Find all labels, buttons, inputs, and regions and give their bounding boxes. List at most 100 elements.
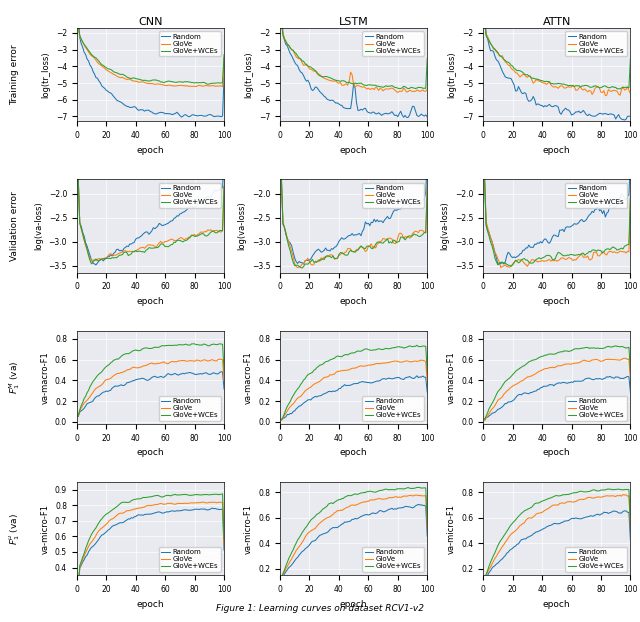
GloVe+WCEs bbox=[424, 184, 431, 192]
Random bbox=[556, 520, 564, 527]
Line: GloVe: GloVe bbox=[484, 494, 630, 583]
GloVe bbox=[108, 373, 116, 381]
GloVe bbox=[619, 491, 627, 498]
Random bbox=[412, 373, 419, 381]
GloVe+WCEs bbox=[627, 55, 634, 62]
Random bbox=[305, 396, 313, 404]
Random bbox=[621, 116, 628, 124]
GloVe+WCEs bbox=[616, 486, 624, 493]
Random bbox=[150, 373, 157, 381]
GloVe bbox=[568, 498, 575, 506]
GloVe+WCEs bbox=[509, 62, 516, 70]
Line: GloVe: GloVe bbox=[78, 180, 224, 261]
GloVe+WCEs bbox=[305, 518, 313, 526]
GloVe bbox=[627, 90, 634, 97]
GloVe bbox=[151, 243, 159, 250]
Random bbox=[353, 379, 360, 387]
Legend: Random, GloVe, GloVe+WCEs: Random, GloVe, GloVe+WCEs bbox=[159, 183, 221, 208]
GloVe bbox=[568, 83, 575, 91]
Random bbox=[412, 502, 419, 509]
GloVe+WCEs bbox=[365, 346, 372, 353]
Random bbox=[213, 370, 221, 378]
GloVe bbox=[110, 252, 118, 259]
X-axis label: epoch: epoch bbox=[543, 600, 571, 609]
Random bbox=[214, 186, 222, 193]
Line: Random: Random bbox=[78, 157, 224, 265]
Random bbox=[161, 373, 169, 380]
Line: GloVe: GloVe bbox=[282, 495, 428, 582]
GloVe+WCEs bbox=[413, 85, 420, 92]
Random bbox=[92, 261, 100, 269]
GloVe bbox=[481, 580, 488, 587]
Random bbox=[515, 83, 522, 90]
GloVe bbox=[353, 501, 360, 508]
GloVe bbox=[509, 383, 516, 390]
GloVe+WCEs bbox=[621, 84, 628, 91]
GloVe+WCEs bbox=[110, 254, 118, 262]
Random bbox=[413, 372, 420, 379]
GloVe+WCEs bbox=[568, 490, 575, 497]
Random bbox=[354, 230, 362, 238]
Random bbox=[278, 11, 285, 19]
X-axis label: epoch: epoch bbox=[340, 448, 367, 457]
Random bbox=[417, 501, 425, 509]
GloVe+WCEs bbox=[312, 67, 319, 75]
GloVe bbox=[424, 525, 431, 532]
Random bbox=[424, 532, 431, 540]
Legend: Random, GloVe, GloVe+WCEs: Random, GloVe, GloVe+WCEs bbox=[362, 547, 424, 572]
GloVe bbox=[278, 11, 285, 19]
GloVe+WCEs bbox=[612, 342, 620, 350]
Random bbox=[305, 80, 313, 87]
GloVe+WCEs bbox=[220, 183, 228, 190]
GloVe bbox=[417, 226, 425, 234]
Random bbox=[606, 373, 614, 380]
GloVe bbox=[104, 253, 111, 260]
GloVe+WCEs bbox=[74, 585, 82, 592]
Random bbox=[161, 110, 169, 118]
Random bbox=[110, 249, 118, 257]
Random bbox=[163, 220, 170, 228]
GloVe bbox=[627, 376, 634, 384]
Random bbox=[568, 111, 575, 119]
GloVe+WCEs bbox=[627, 521, 634, 528]
GloVe+WCEs bbox=[481, 579, 488, 587]
Random bbox=[413, 112, 420, 119]
GloVe+WCEs bbox=[621, 243, 628, 250]
Random bbox=[220, 546, 228, 554]
Random bbox=[108, 384, 116, 392]
GloVe+WCEs bbox=[161, 342, 169, 350]
GloVe+WCEs bbox=[415, 484, 422, 491]
GloVe bbox=[278, 578, 285, 586]
GloVe bbox=[108, 70, 116, 77]
Random bbox=[108, 522, 116, 530]
Random bbox=[615, 509, 623, 517]
GloVe+WCEs bbox=[102, 363, 110, 370]
GloVe+WCEs bbox=[616, 245, 624, 253]
GloVe+WCEs bbox=[102, 64, 110, 72]
GloVe bbox=[150, 80, 157, 88]
Random bbox=[210, 188, 218, 196]
GloVe+WCEs bbox=[413, 341, 420, 349]
Line: GloVe+WCEs: GloVe+WCEs bbox=[282, 488, 428, 582]
GloVe+WCEs bbox=[627, 191, 634, 198]
Random bbox=[481, 11, 488, 19]
Line: Random: Random bbox=[484, 162, 630, 264]
Random bbox=[312, 537, 319, 544]
Y-axis label: log(va-loss): log(va-loss) bbox=[34, 202, 43, 251]
GloVe bbox=[278, 417, 285, 424]
Legend: Random, GloVe, GloVe+WCEs: Random, GloVe, GloVe+WCEs bbox=[565, 396, 627, 420]
Random bbox=[220, 154, 228, 161]
GloVe bbox=[481, 176, 488, 183]
GloVe+WCEs bbox=[556, 348, 564, 356]
Line: Random: Random bbox=[282, 376, 428, 420]
Random bbox=[615, 111, 623, 118]
GloVe bbox=[621, 86, 628, 94]
GloVe bbox=[209, 82, 216, 90]
GloVe+WCEs bbox=[108, 506, 116, 514]
GloVe bbox=[515, 379, 522, 386]
GloVe+WCEs bbox=[209, 491, 216, 498]
Random bbox=[424, 113, 431, 121]
Random bbox=[365, 379, 372, 386]
GloVe+WCEs bbox=[353, 348, 360, 355]
GloVe bbox=[108, 515, 116, 522]
